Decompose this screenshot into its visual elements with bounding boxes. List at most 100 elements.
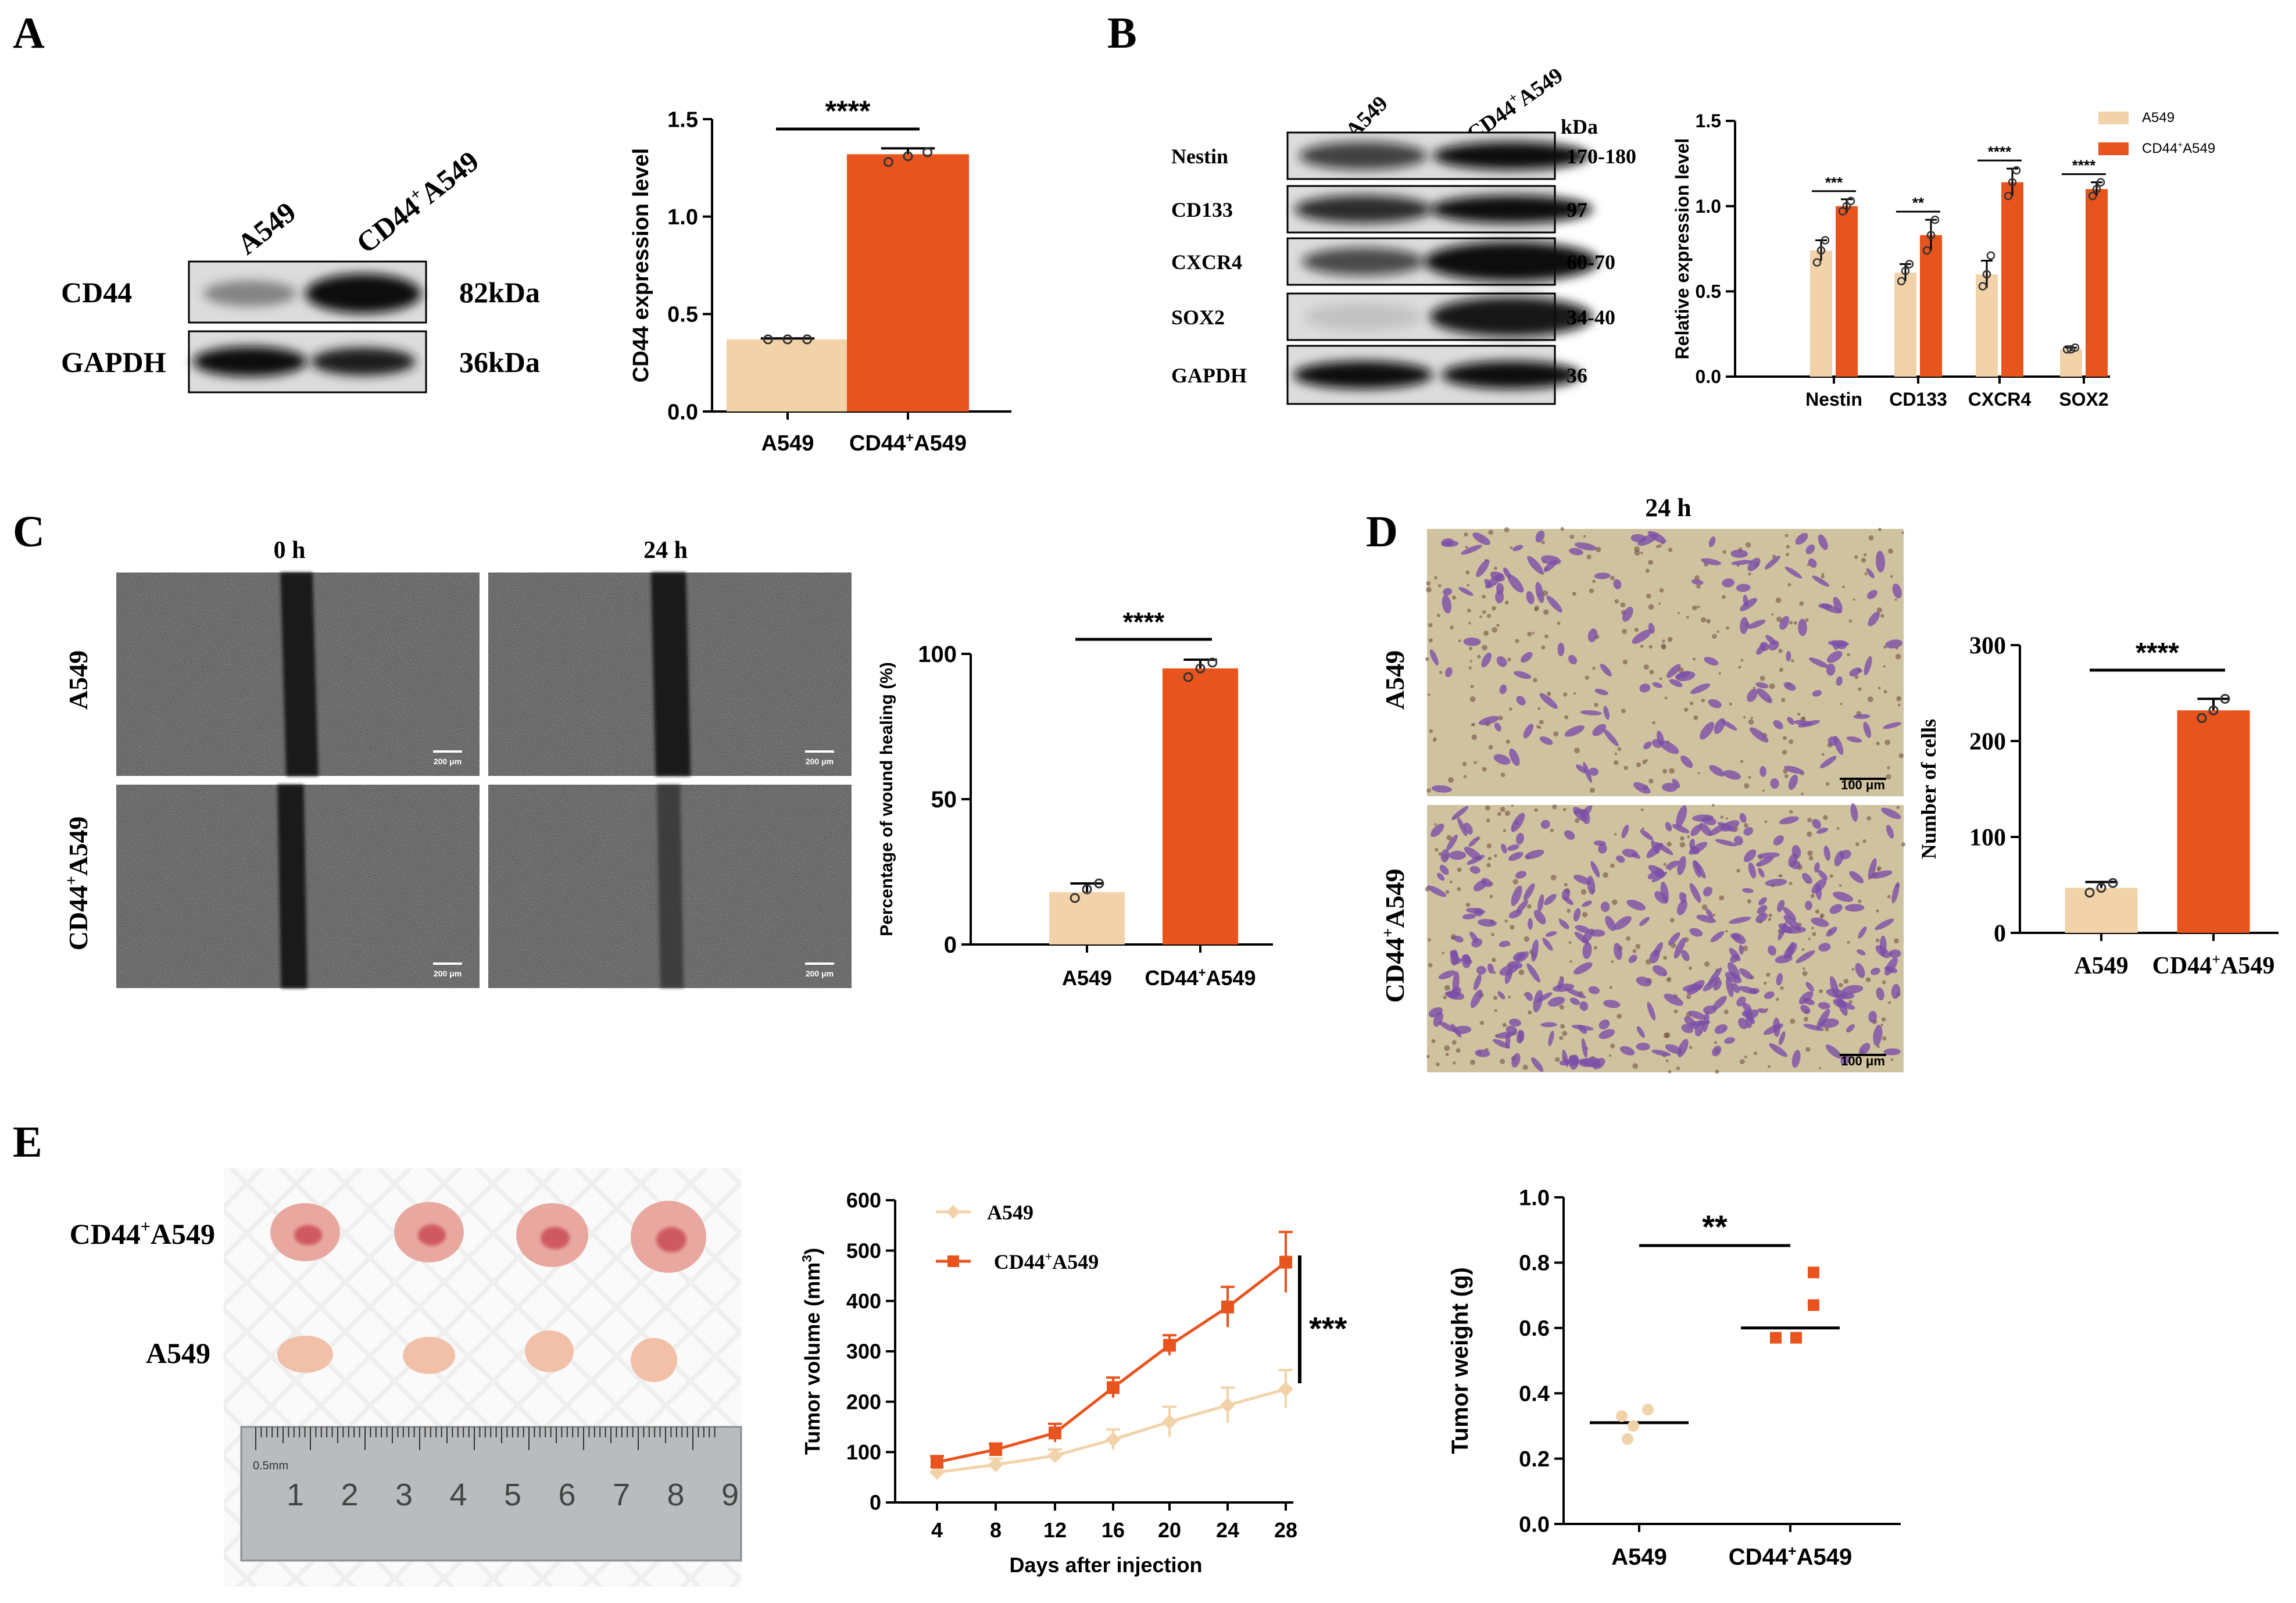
migrated-cell	[1891, 983, 1901, 999]
pore-dot	[1664, 696, 1668, 700]
migrated-cell	[1581, 1038, 1587, 1058]
blot-size-label: 97	[1567, 198, 1587, 221]
pore-dot	[1444, 985, 1450, 991]
migrated-cell	[1569, 997, 1580, 1006]
pore-dot	[1791, 659, 1794, 663]
migrated-cell	[1462, 954, 1471, 968]
data-point-a549	[1162, 1414, 1177, 1430]
y-tick-label: 0.5	[1696, 281, 1721, 302]
bar-a549	[727, 339, 849, 412]
blot-row-label: Nestin	[1171, 145, 1228, 168]
pore-dot	[1743, 716, 1746, 719]
pore-dot	[1782, 749, 1787, 755]
migrated-cell	[1528, 918, 1533, 930]
pore-dot	[1896, 696, 1902, 702]
pore-dot	[1789, 621, 1793, 625]
migrated-cell	[1796, 950, 1815, 964]
migrated-cell	[1825, 1044, 1842, 1059]
migrated-cell	[1723, 770, 1741, 780]
migrated-cell	[1794, 720, 1812, 726]
pore-dot	[1821, 575, 1825, 579]
pore-dot	[1457, 887, 1461, 892]
migrated-cell	[1757, 1008, 1767, 1014]
pore-dot	[1505, 739, 1511, 744]
migrated-cell	[1636, 976, 1652, 987]
pore-dot	[1465, 570, 1470, 575]
pore-dot	[1745, 542, 1751, 548]
pore-dot	[1784, 774, 1789, 778]
migrated-cell	[1494, 722, 1501, 732]
pore-dot	[1848, 619, 1852, 623]
pore-dot	[1711, 803, 1715, 807]
migrated-cell	[1871, 967, 1880, 975]
time-label-24h: 24 h	[1645, 493, 1691, 522]
pore-dot	[1567, 908, 1571, 913]
pore-dot	[1562, 1030, 1568, 1036]
migrated-cell	[1747, 620, 1766, 629]
panel-d-micrographs: 24 h A549 CD44+A549 100 μm 100 μm	[1379, 493, 1906, 1074]
pore-dot	[1428, 938, 1431, 942]
y-axis-label: Number of cells	[1917, 719, 1940, 859]
pore-dot	[1887, 894, 1891, 899]
migrated-cell	[1738, 1018, 1748, 1029]
pore-dot	[1457, 867, 1462, 872]
migrated-cell	[1840, 1054, 1851, 1065]
ruler-number: 5	[504, 1477, 521, 1512]
pore-dot	[1429, 729, 1433, 733]
pore-dot	[1465, 545, 1468, 549]
migrated-cell	[1691, 579, 1704, 585]
pore-dot	[1743, 823, 1748, 828]
migrated-cell	[1463, 637, 1481, 646]
ruler-number: 9	[721, 1477, 739, 1512]
pore-dot	[1811, 926, 1814, 929]
ruler-number: 3	[395, 1477, 413, 1512]
data-point	[2062, 345, 2072, 354]
pore-dot	[1890, 575, 1893, 578]
panel-c-micrographs: 0 h 24 h A549 CD44+A549 200 μm 200 μm 200 …	[63, 537, 852, 988]
migrated-cell	[1613, 579, 1622, 589]
migrated-cell	[1798, 618, 1807, 636]
pore-dot	[1541, 541, 1545, 545]
pore-dot	[1573, 692, 1576, 695]
pore-dot	[1474, 761, 1477, 764]
pore-dot	[1536, 725, 1540, 729]
migrated-cell	[1575, 925, 1590, 933]
migrated-cell	[1829, 976, 1839, 999]
migrated-cell	[1740, 597, 1757, 611]
bar-nestin-a549	[1810, 250, 1832, 377]
pore-dot	[1712, 914, 1716, 917]
pore-dot	[1557, 621, 1561, 625]
data-point-cd44-a549	[989, 1443, 1002, 1456]
pore-dot	[1617, 1014, 1622, 1019]
pore-dot	[1442, 951, 1444, 955]
migrated-cell	[1516, 900, 1528, 914]
pore-dot	[1640, 645, 1644, 648]
data-point	[1901, 266, 1910, 275]
migrated-cell	[1805, 544, 1815, 554]
migrated-cell	[1712, 1046, 1722, 1057]
migrated-cell	[1886, 825, 1894, 839]
migrated-cell	[1531, 939, 1539, 962]
migrated-cell	[1659, 740, 1679, 754]
y-axis-label: CD44 expression level	[629, 148, 653, 382]
pore-dot	[1662, 639, 1665, 643]
data-point	[2096, 882, 2107, 893]
data-point	[2066, 345, 2076, 354]
migrated-cell	[1803, 1024, 1824, 1031]
pore-dot	[1621, 709, 1626, 714]
migrated-cell	[1539, 693, 1558, 709]
blot-row-label: GAPDH	[1171, 364, 1247, 387]
x-tick-label: A549	[761, 431, 814, 456]
ruler-number: 7	[613, 1477, 630, 1512]
pore-dot	[1843, 979, 1849, 984]
migrated-cell	[1461, 545, 1482, 555]
migrated-cell	[1764, 991, 1775, 999]
migrated-cell	[1427, 885, 1447, 897]
pore-dot	[1725, 929, 1728, 933]
migrated-cell	[1750, 727, 1769, 743]
migrated-cell	[1431, 785, 1452, 793]
y-tick-label: 400	[846, 1289, 881, 1313]
migrated-cell	[1690, 824, 1702, 836]
pore-dot	[1775, 597, 1782, 603]
tumor-a549	[277, 1336, 333, 1373]
